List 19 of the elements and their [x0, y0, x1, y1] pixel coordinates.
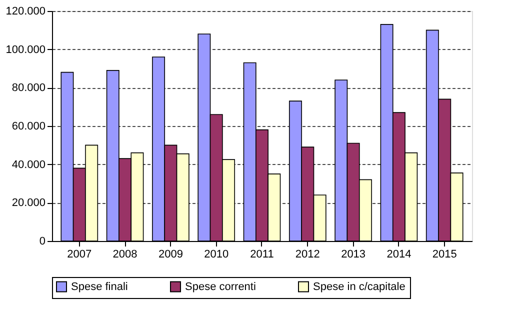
x-tick-label: 2007	[67, 248, 92, 260]
x-tick-label: 2015	[432, 248, 457, 260]
legend-label: Spese correnti	[185, 280, 256, 293]
y-tick-label: 120.000	[6, 6, 46, 18]
x-tick-label: 2009	[158, 248, 183, 260]
y-tick-label: 20.000	[12, 197, 46, 210]
legend-label: Spese finali	[71, 280, 128, 293]
y-tick-label: 80.000	[12, 82, 46, 94]
x-tick-label: 2010	[204, 248, 229, 260]
x-tick-label: 2014	[386, 248, 412, 260]
y-tick-label: 100.000	[6, 44, 46, 56]
y-tick-label: 40.000	[12, 158, 46, 171]
x-tick-label: 2011	[250, 248, 274, 260]
x-tick-label: 2012	[295, 248, 320, 260]
x-tick-label: 2008	[112, 248, 138, 260]
y-tick-label: 60.000	[12, 120, 46, 132]
x-tick-label: 2013	[341, 248, 366, 260]
y-tick-label: 0	[39, 236, 46, 248]
legend-label: Spese in c/capitale	[313, 280, 406, 293]
